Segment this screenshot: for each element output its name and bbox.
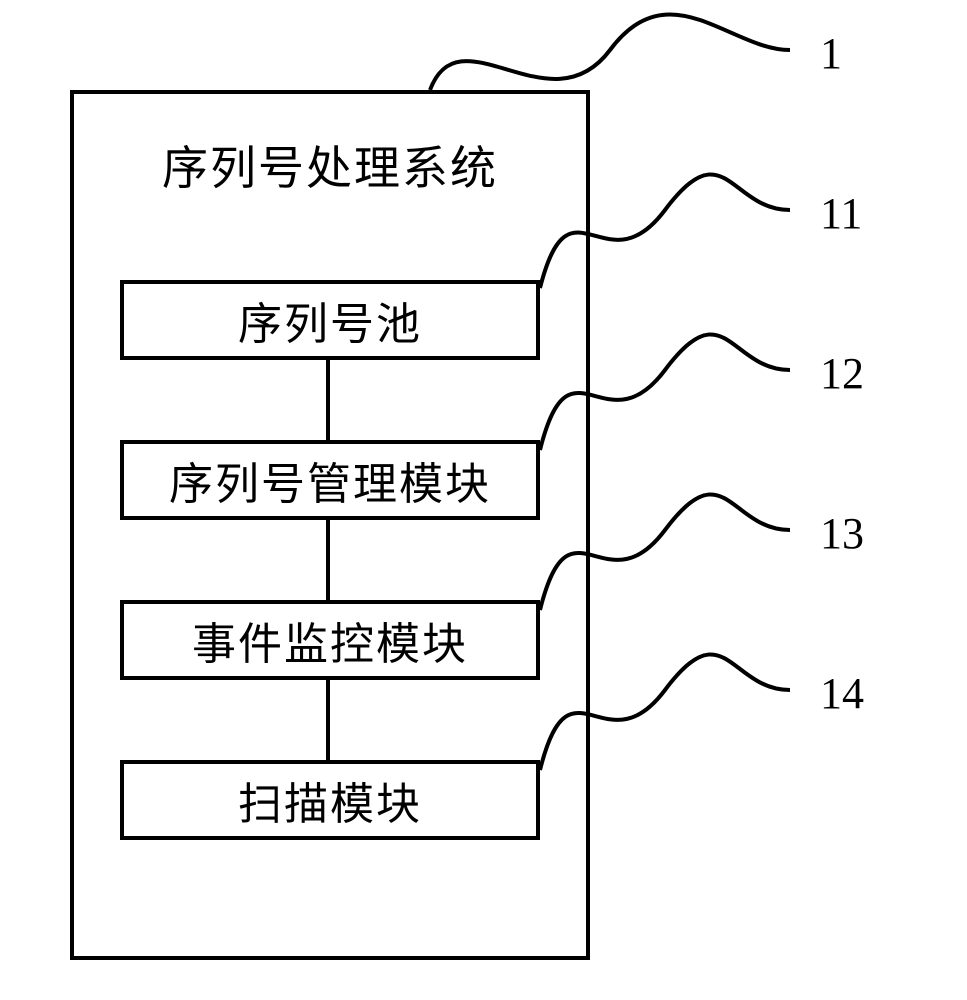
lead-line — [0, 0, 967, 1000]
connector-line — [326, 680, 330, 760]
connector-line — [326, 520, 330, 600]
ref-number: 14 — [820, 668, 864, 719]
connector-line — [326, 360, 330, 440]
